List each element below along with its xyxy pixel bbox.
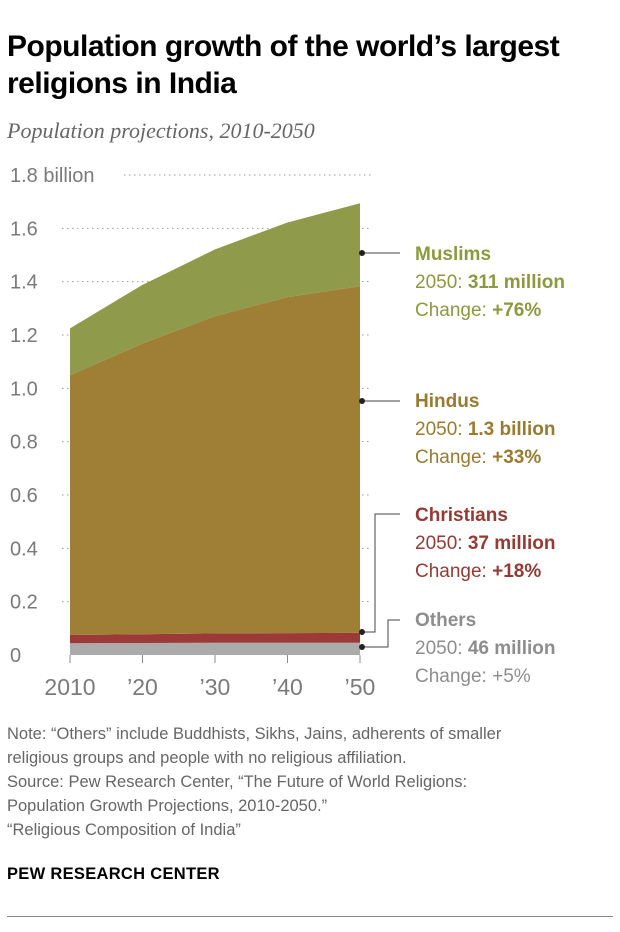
y-axis-ticks: 0 0.2 0.4 0.6 0.8 1.0 1.2 1.4 1.6 1.8 billion: [10, 165, 95, 667]
source-line: Source: Pew Research Center, “The Future…: [7, 773, 468, 791]
y-tick-label: 1.2: [10, 325, 38, 347]
series-change-value: Change: +76%: [415, 300, 541, 321]
series-2050-value: 2050: 1.3 billion: [415, 419, 555, 440]
note-line: religious groups and people with no reli…: [7, 749, 407, 767]
value-prefix: 2050:: [415, 272, 468, 293]
area-muslims: [70, 203, 360, 376]
chart-subtitle: Population projections, 2010-2050: [7, 118, 315, 143]
note-line: Note: “Others” include Buddhists, Sikhs,…: [7, 725, 502, 743]
change-prefix: Change:: [415, 561, 492, 582]
value-prefix: 2050:: [415, 533, 468, 554]
series-label-muslims: Muslims: [415, 244, 491, 265]
y-tick-label: 1.4: [10, 272, 38, 294]
value-number: 311 million: [468, 272, 565, 293]
leader-dot-christians: [359, 629, 365, 635]
series-2050-value: 2050: 37 million: [415, 533, 555, 554]
y-tick-label: 0.6: [10, 485, 38, 507]
series-label-christians: Christians: [415, 505, 508, 526]
series-2050-value: 2050: 46 million: [415, 638, 555, 659]
x-axis-ticks: 2010 ’20 ’30 ’40 ’50: [44, 655, 375, 700]
series-labels: Others 2050: 46 million Change: +5% Christi…: [359, 244, 565, 687]
x-tick-label: ’30: [200, 674, 231, 700]
value-number: 46 million: [468, 638, 556, 659]
leader-dot-muslims: [359, 250, 365, 256]
source-line: “Religious Composition of India”: [7, 821, 241, 839]
change-number: +5%: [492, 666, 531, 687]
y-tick-label: 0: [10, 645, 21, 667]
source-line: Population Growth Projections, 2010-2050…: [7, 797, 328, 815]
value-number: 37 million: [468, 533, 556, 554]
chart-title: Population growth of the world’s largest…: [7, 30, 560, 100]
leader-line-others: [360, 619, 400, 648]
change-prefix: Change:: [415, 447, 492, 468]
change-number: +18%: [492, 561, 541, 582]
series-label-others: Others: [415, 610, 476, 631]
x-tick-label: ’50: [345, 674, 376, 700]
area-christians: [70, 632, 360, 644]
value-prefix: 2050:: [415, 419, 468, 440]
leader-line-christians: [360, 513, 400, 633]
area-series: [70, 203, 360, 655]
x-tick-label: ’40: [272, 674, 303, 700]
series-change-value: Change: +33%: [415, 447, 541, 468]
y-tick-label: 0.4: [10, 538, 38, 560]
change-prefix: Change:: [415, 300, 492, 321]
leader-dot-hindus: [359, 398, 365, 404]
change-prefix: Change:: [415, 666, 492, 687]
bottom-rule: [7, 916, 613, 917]
y-tick-label: 1.6: [10, 218, 38, 240]
x-tick-label: ’20: [127, 674, 158, 700]
y-tick-label: 0.2: [10, 592, 38, 614]
value-prefix: 2050:: [415, 638, 468, 659]
brand-logo-text: PEW RESEARCH CENTER: [7, 865, 220, 883]
y-tick-label: 1.0: [10, 378, 38, 400]
chart-notes: Note: “Others” include Buddhists, Sikhs,…: [7, 722, 613, 842]
change-number: +33%: [492, 447, 541, 468]
change-number: +76%: [492, 300, 541, 321]
series-change-value: Change: +18%: [415, 561, 541, 582]
value-number: 1.3 billion: [468, 419, 556, 440]
area-hindus: [70, 286, 360, 635]
x-tick-label: 2010: [44, 674, 95, 700]
series-2050-value: 2050: 311 million: [415, 272, 565, 293]
y-tick-label: 1.8 billion: [10, 165, 95, 187]
series-change-value: Change: +5%: [415, 666, 531, 687]
series-label-hindus: Hindus: [415, 391, 479, 412]
stacked-area-chart: 0 0.2 0.4 0.6 0.8 1.0 1.2 1.4 1.6 1.8 billion 201…: [10, 165, 565, 700]
y-tick-label: 0.8: [10, 432, 38, 454]
leader-dot-others: [359, 644, 365, 650]
area-others: [70, 642, 360, 655]
